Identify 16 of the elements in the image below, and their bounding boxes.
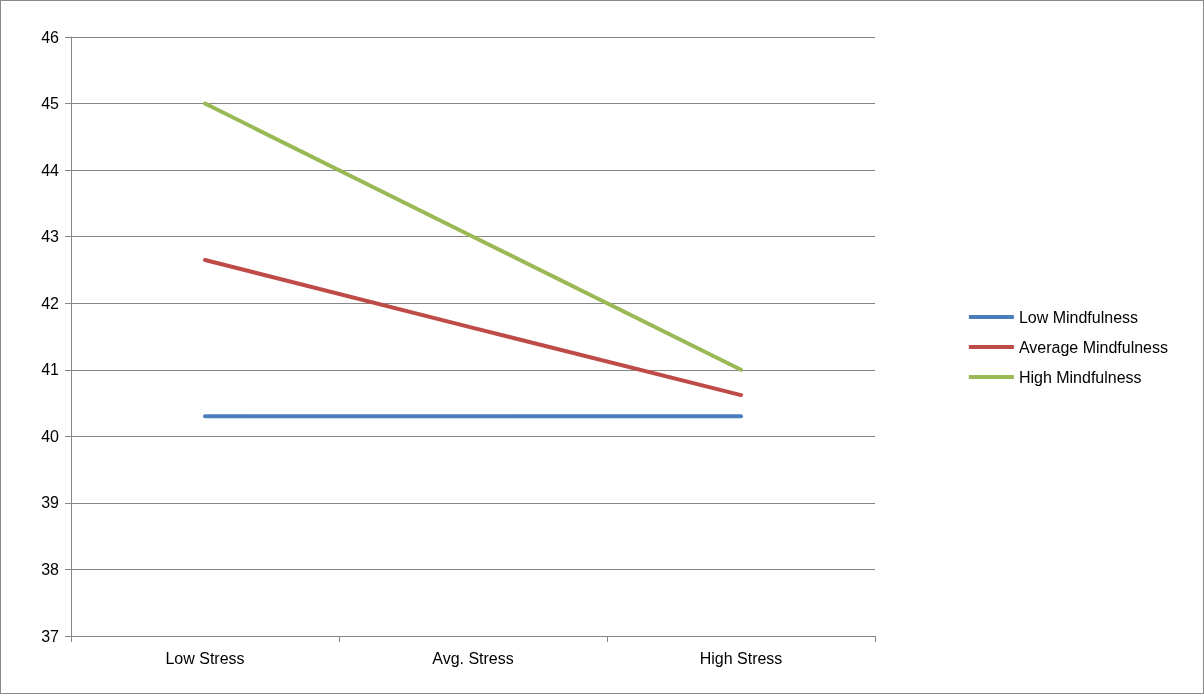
y-tick-label: 45 — [41, 95, 60, 113]
x-tick-label: Avg. Stress — [432, 649, 514, 667]
legend-label: Low Mindfulness — [1018, 308, 1139, 326]
y-tick-label: 43 — [41, 228, 60, 246]
y-tick-label: 42 — [41, 294, 60, 312]
legend-label: Average Mindfulness — [1018, 338, 1168, 356]
x-tick-label: Low Stress — [165, 649, 245, 667]
y-tick-label: 39 — [41, 494, 60, 512]
y-tick-label: 41 — [41, 361, 60, 379]
x-tick-label: High Stress — [699, 649, 783, 667]
y-tick-label: 44 — [41, 161, 60, 179]
y-tick-label: 40 — [41, 427, 60, 445]
legend-label: High Mindfulness — [1018, 368, 1142, 386]
y-tick-label: 38 — [41, 560, 60, 578]
y-tick-label: 37 — [41, 627, 60, 645]
y-tick-label: 46 — [41, 28, 60, 46]
